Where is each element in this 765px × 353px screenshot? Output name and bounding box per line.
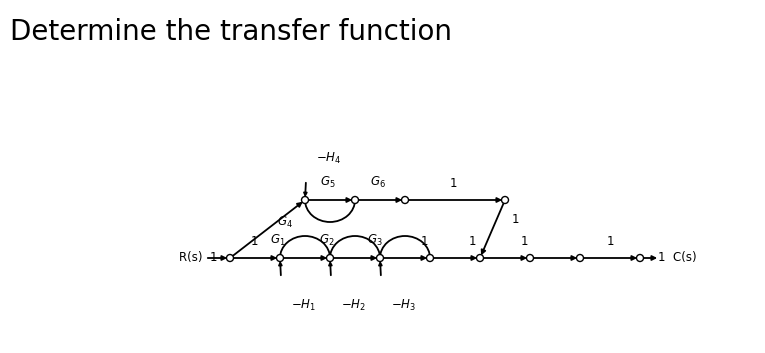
- Text: 1: 1: [468, 235, 476, 248]
- Circle shape: [577, 255, 584, 262]
- Circle shape: [526, 255, 533, 262]
- Text: 1: 1: [250, 235, 258, 248]
- Text: 1: 1: [606, 235, 614, 248]
- Circle shape: [351, 197, 359, 203]
- Text: $-H_4$: $-H_4$: [316, 151, 342, 166]
- Text: $G_1$: $G_1$: [270, 233, 286, 248]
- Text: $-H_2$: $-H_2$: [341, 298, 366, 313]
- Text: $G_2$: $G_2$: [319, 233, 335, 248]
- Circle shape: [226, 255, 233, 262]
- Text: 1  C(s): 1 C(s): [658, 251, 697, 263]
- Circle shape: [636, 255, 643, 262]
- Circle shape: [376, 255, 383, 262]
- Text: $G_3$: $G_3$: [367, 233, 382, 248]
- Text: 1: 1: [420, 235, 428, 248]
- Text: 1: 1: [520, 235, 528, 248]
- Text: $-H_3$: $-H_3$: [392, 298, 417, 313]
- Circle shape: [327, 255, 334, 262]
- Circle shape: [427, 255, 434, 262]
- Text: 1: 1: [449, 177, 457, 190]
- Text: Determine the transfer function: Determine the transfer function: [10, 18, 452, 46]
- Text: $G_5$: $G_5$: [321, 175, 336, 190]
- Text: $G_4$: $G_4$: [277, 215, 293, 229]
- Text: 1: 1: [511, 213, 519, 226]
- Circle shape: [301, 197, 308, 203]
- Text: $-H_1$: $-H_1$: [291, 298, 317, 313]
- Circle shape: [402, 197, 409, 203]
- Text: R(s)  1: R(s) 1: [180, 251, 218, 263]
- Circle shape: [502, 197, 509, 203]
- Circle shape: [276, 255, 284, 262]
- Text: $G_6$: $G_6$: [370, 175, 386, 190]
- Circle shape: [477, 255, 483, 262]
